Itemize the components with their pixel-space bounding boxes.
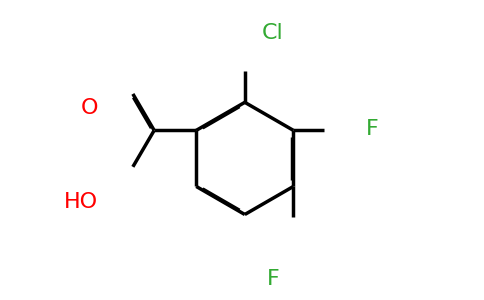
Text: O: O: [80, 98, 98, 118]
Text: F: F: [365, 119, 378, 139]
Text: HO: HO: [64, 192, 98, 212]
Text: F: F: [267, 269, 279, 290]
Text: Cl: Cl: [262, 23, 284, 44]
